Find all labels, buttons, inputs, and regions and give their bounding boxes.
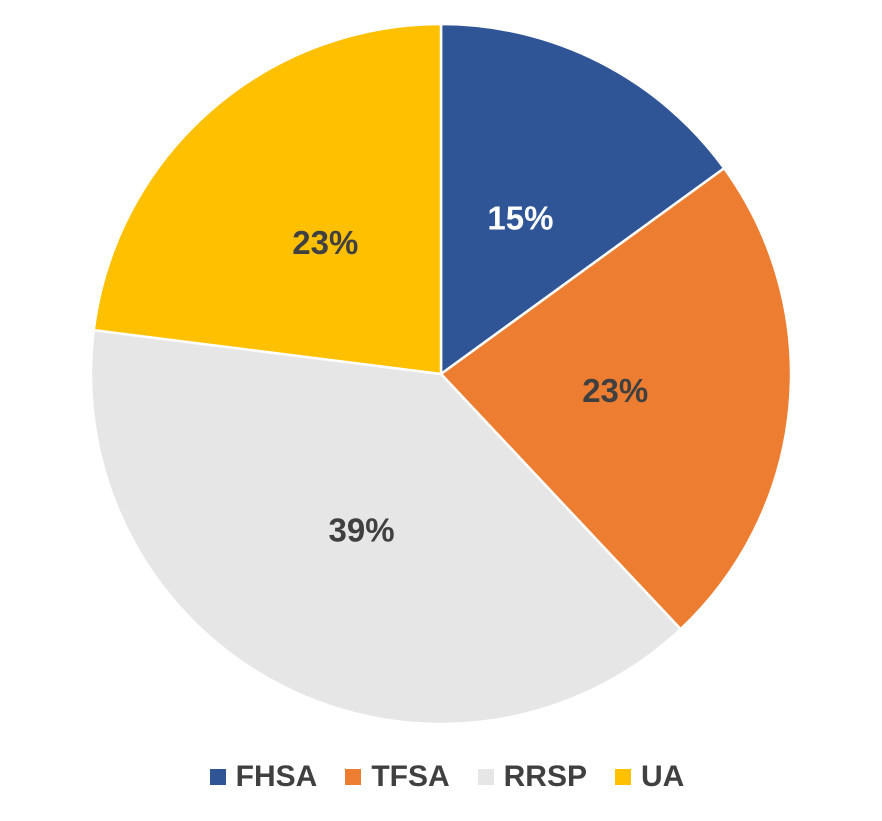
legend-label-fhsa: FHSA [235, 760, 318, 793]
pie-plot-area: 15% 23% 39% 23% [89, 22, 793, 726]
pie-slice-tfsa [439, 167, 793, 631]
legend-item-fhsa: FHSA [209, 757, 318, 797]
legend-label-ua: UA [641, 760, 685, 793]
legend-item-rrsp: RRSP [477, 757, 587, 797]
legend-swatch-tfsa [345, 769, 362, 785]
legend-item-tfsa: TFSA [345, 757, 450, 797]
data-label-ua: 23% [292, 224, 358, 261]
pie-slice-ua [92, 22, 443, 376]
data-label-tfsa: 23% [582, 372, 648, 409]
data-label-fhsa: 15% [487, 200, 553, 237]
legend-swatch-rrsp [477, 769, 494, 785]
legend-swatch-fhsa [209, 769, 226, 785]
legend: FHSA TFSA RRSP UA [0, 757, 882, 797]
data-label-rrsp: 39% [329, 511, 395, 548]
pie-slice-fhsa [439, 22, 726, 376]
legend-item-ua: UA [615, 757, 684, 797]
legend-label-rrsp: RRSP [503, 760, 587, 793]
legend-swatch-ua [615, 769, 631, 785]
legend-label-tfsa: TFSA [371, 760, 450, 793]
pie-slice-rrsp [89, 328, 682, 726]
